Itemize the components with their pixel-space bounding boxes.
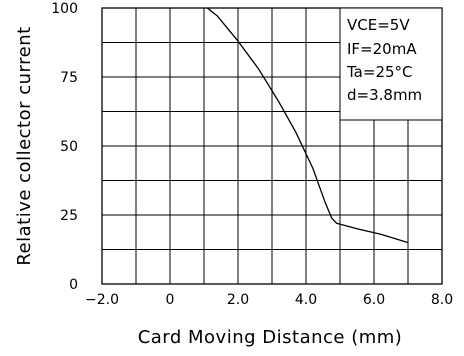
x-tick-label: 4.0: [295, 292, 317, 308]
y-tick-label: 75: [60, 70, 78, 86]
x-tick-label: 0: [166, 292, 175, 308]
legend-conditions: VCE=5V IF=20mA Ta=25°C d=3.8mm: [346, 16, 422, 104]
y-axis-title: Relative collector current: [14, 26, 35, 265]
data-series-line: [206, 7, 409, 244]
y-tick-label: 0: [69, 277, 78, 293]
condition-d: d=3.8mm: [347, 86, 422, 104]
x-tick-labels: −2.0 0 2.0 4.0 6.0 8.0: [85, 292, 453, 308]
y-tick-label: 100: [51, 1, 78, 17]
condition-ta: Ta=25°C: [346, 63, 413, 81]
legend-box: [339, 7, 443, 121]
x-tick-label: −2.0: [85, 292, 119, 308]
y-tick-label: 25: [60, 208, 78, 224]
condition-if: IF=20mA: [347, 40, 417, 58]
y-tick-label: 50: [60, 139, 78, 155]
series-group: [206, 7, 409, 244]
x-tick-label: 2.0: [227, 292, 249, 308]
x-tick-label: 8.0: [431, 292, 453, 308]
y-tick-labels: 100 75 50 25 0: [51, 1, 78, 293]
x-axis-title: Card Moving Distance (mm): [138, 327, 403, 348]
x-tick-label: 6.0: [363, 292, 385, 308]
plot-frame: [101, 7, 443, 285]
condition-vce: VCE=5V: [347, 16, 410, 34]
